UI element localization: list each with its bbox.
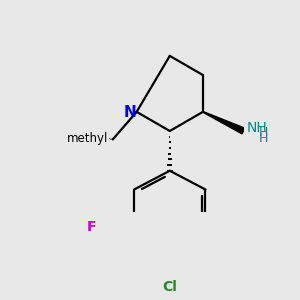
Text: N: N: [123, 105, 136, 120]
Text: Cl: Cl: [162, 280, 177, 294]
Text: NH: NH: [246, 121, 267, 135]
Polygon shape: [203, 112, 245, 134]
Text: H: H: [258, 132, 268, 145]
Text: F: F: [87, 220, 96, 234]
Text: methyl: methyl: [109, 138, 113, 140]
Text: methyl: methyl: [67, 132, 109, 145]
Text: H: H: [258, 126, 268, 139]
Text: methyl: methyl: [110, 139, 115, 140]
